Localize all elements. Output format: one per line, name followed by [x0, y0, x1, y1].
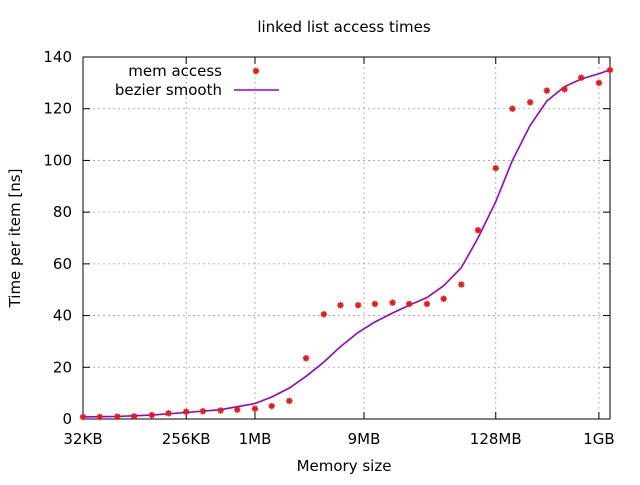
data-point [320, 311, 327, 318]
data-point [543, 87, 551, 94]
y-tick-label: 120 [43, 100, 72, 118]
data-point [492, 164, 499, 172]
legend-label-bezier-smooth: bezier smooth [115, 81, 222, 99]
data-point [458, 281, 465, 288]
legend: mem access bezier smooth [115, 62, 279, 99]
plot-frame [82, 56, 611, 420]
x-tick-label: 32KB [63, 430, 102, 448]
data-point [406, 300, 413, 308]
data-point [96, 413, 103, 421]
data-point [286, 397, 293, 405]
data-point [578, 74, 585, 81]
data-point [148, 411, 155, 419]
y-tick-label: 100 [43, 151, 72, 169]
data-point [182, 408, 190, 415]
data-point [251, 405, 259, 412]
legend-label-mem-access: mem access [128, 62, 222, 80]
data-point [371, 300, 379, 308]
data-point [268, 402, 275, 410]
data-point [165, 410, 172, 417]
data-point [354, 302, 362, 309]
data-point [302, 355, 310, 362]
data-point [217, 407, 224, 414]
data-point [561, 86, 568, 93]
legend-marker-mem-access [252, 67, 260, 75]
data-point [509, 105, 516, 112]
grid [83, 57, 610, 419]
data-point [79, 413, 87, 421]
y-tick-label: 60 [53, 255, 72, 273]
data-point [526, 99, 534, 106]
data-point [130, 413, 138, 420]
series-points-mem-access [79, 66, 614, 421]
x-axis-label: Memory size [297, 457, 392, 475]
data-point [606, 66, 614, 74]
data-point [389, 299, 396, 306]
x-tick-label: 1MB [239, 430, 272, 448]
y-tick-label: 20 [53, 358, 72, 376]
chart-title: linked list access times [257, 18, 431, 36]
data-point [474, 227, 482, 234]
series-line-bezier-smooth [82, 69, 611, 418]
data-point [595, 79, 603, 87]
data-point [337, 302, 344, 309]
y-axis-label: Time per item [ns] [6, 169, 24, 309]
y-tick-label: 80 [53, 203, 72, 221]
y-tick-label: 40 [53, 307, 72, 325]
data-point [440, 295, 447, 302]
y-tick-label: 0 [62, 410, 72, 428]
y-axis: 0 20 40 60 80 100 120 140 [43, 48, 610, 428]
data-point [199, 408, 207, 415]
x-axis: 32KB 256KB 1MB 9MB 128MB 1GB [63, 57, 615, 448]
data-point [234, 406, 241, 413]
y-tick-label: 140 [43, 48, 72, 66]
legend-point-marker [252, 67, 260, 75]
x-tick-label: 1GB [583, 430, 614, 448]
data-point [114, 413, 121, 420]
data-point [423, 300, 431, 308]
x-tick-label: 256KB [162, 430, 211, 448]
x-tick-label: 9MB [348, 430, 381, 448]
x-tick-label: 128MB [470, 430, 522, 448]
